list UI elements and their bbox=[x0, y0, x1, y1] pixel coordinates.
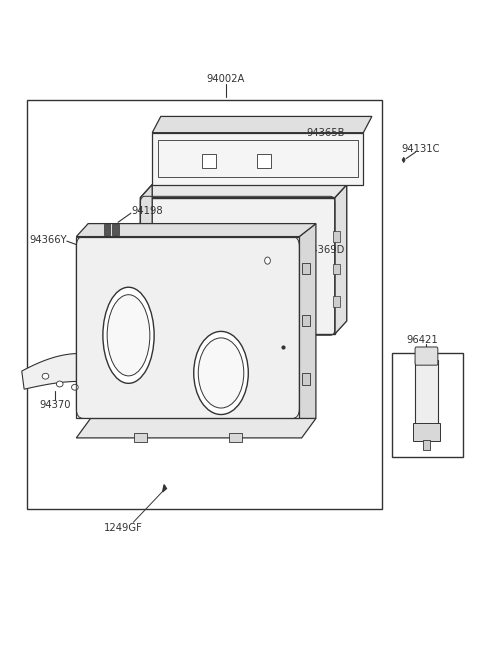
Ellipse shape bbox=[194, 331, 248, 415]
Bar bbox=[413, 423, 440, 441]
Text: 94198: 94198 bbox=[132, 206, 163, 215]
Ellipse shape bbox=[103, 288, 154, 383]
Ellipse shape bbox=[72, 384, 78, 390]
Ellipse shape bbox=[56, 381, 63, 387]
Ellipse shape bbox=[251, 236, 257, 244]
Ellipse shape bbox=[198, 338, 244, 408]
Bar bbox=[392, 354, 463, 457]
Bar bbox=[226, 331, 245, 339]
Polygon shape bbox=[402, 157, 405, 162]
Bar bbox=[112, 224, 119, 234]
Text: 94369D: 94369D bbox=[306, 244, 345, 255]
Text: 94131C: 94131C bbox=[401, 144, 440, 154]
Bar bbox=[301, 373, 310, 384]
Bar bbox=[333, 231, 340, 242]
Ellipse shape bbox=[42, 373, 49, 379]
Bar bbox=[228, 433, 242, 442]
Bar bbox=[158, 140, 358, 177]
Polygon shape bbox=[76, 236, 300, 419]
Ellipse shape bbox=[264, 257, 270, 264]
Bar bbox=[134, 433, 147, 442]
Polygon shape bbox=[152, 133, 363, 185]
Text: 94370: 94370 bbox=[39, 400, 71, 411]
Text: 94197: 94197 bbox=[151, 254, 182, 265]
Polygon shape bbox=[335, 185, 347, 334]
Bar bbox=[333, 296, 340, 307]
Ellipse shape bbox=[254, 232, 297, 307]
Text: 94366Y: 94366Y bbox=[124, 400, 162, 411]
Polygon shape bbox=[163, 485, 167, 492]
Ellipse shape bbox=[251, 268, 257, 276]
Bar bbox=[26, 100, 383, 510]
Bar bbox=[257, 154, 271, 168]
FancyBboxPatch shape bbox=[415, 347, 438, 365]
Ellipse shape bbox=[169, 227, 216, 311]
Text: 93950B: 93950B bbox=[145, 271, 183, 280]
Bar bbox=[104, 224, 110, 234]
Ellipse shape bbox=[262, 254, 273, 267]
Polygon shape bbox=[140, 185, 347, 198]
Polygon shape bbox=[22, 354, 138, 389]
Polygon shape bbox=[152, 117, 372, 133]
Polygon shape bbox=[140, 185, 152, 334]
Polygon shape bbox=[300, 223, 316, 419]
Bar bbox=[273, 252, 291, 269]
Text: 96421: 96421 bbox=[407, 335, 439, 345]
Ellipse shape bbox=[297, 329, 301, 335]
Bar bbox=[423, 440, 430, 449]
Text: 94002A: 94002A bbox=[206, 74, 245, 84]
Text: 94365B: 94365B bbox=[306, 128, 345, 138]
Polygon shape bbox=[76, 223, 316, 236]
Bar bbox=[301, 314, 310, 326]
Bar bbox=[415, 360, 438, 425]
Bar bbox=[301, 263, 310, 274]
Polygon shape bbox=[140, 198, 335, 334]
Ellipse shape bbox=[251, 252, 257, 260]
Text: 1249GF: 1249GF bbox=[104, 523, 143, 533]
Polygon shape bbox=[76, 419, 316, 438]
Bar bbox=[333, 264, 340, 274]
Bar bbox=[202, 154, 216, 168]
Ellipse shape bbox=[107, 295, 150, 376]
Text: 94366Y: 94366Y bbox=[29, 235, 67, 245]
